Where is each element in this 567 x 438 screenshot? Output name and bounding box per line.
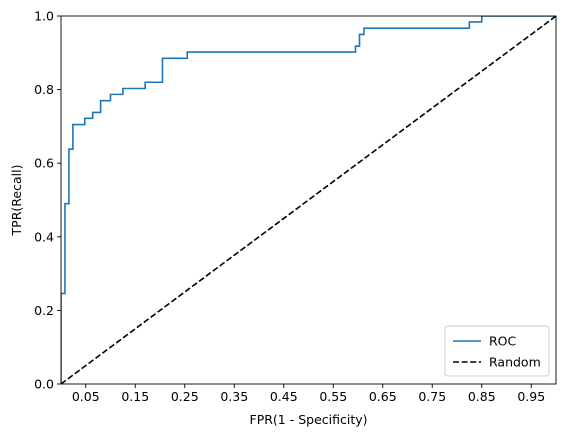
x-tick-label: 0.55 [319,389,347,404]
x-tick-label: 0.15 [121,389,149,404]
x-tick-label: 0.85 [468,389,496,404]
y-tick-label: 1.0 [34,9,54,24]
y-tick-label: 0.2 [34,303,54,318]
y-axis-label: TPR(Recall) [9,165,24,237]
legend-label-roc: ROC [489,334,517,349]
axes: 0.05 0.15 0.25 0.35 0.45 0.55 0.65 0.75 0.85 0.95… [34,9,557,404]
x-tick-label: 0.95 [517,389,545,404]
x-tick-label: 0.45 [270,389,298,404]
x-tick-label: 0.35 [220,389,248,404]
y-tick-label: 0.8 [34,82,54,97]
legend-box [444,325,550,377]
x-axis-label: FPR(1 - Specificity) [250,412,368,427]
plot-area [61,16,556,384]
x-tick-label: 0.75 [418,389,446,404]
axes-frame [60,15,557,385]
y-tick-label: 0.4 [34,229,54,244]
y-tick-label: 0.6 [34,156,54,171]
legend-label-random: Random [489,355,541,370]
y-tick-label: 0.0 [34,377,54,392]
x-tick-label: 0.25 [171,389,199,404]
series-line-roc [61,16,556,384]
x-tick-label: 0.05 [72,389,100,404]
legend: ROC Random [444,325,550,377]
x-tick-label: 0.65 [369,389,397,404]
